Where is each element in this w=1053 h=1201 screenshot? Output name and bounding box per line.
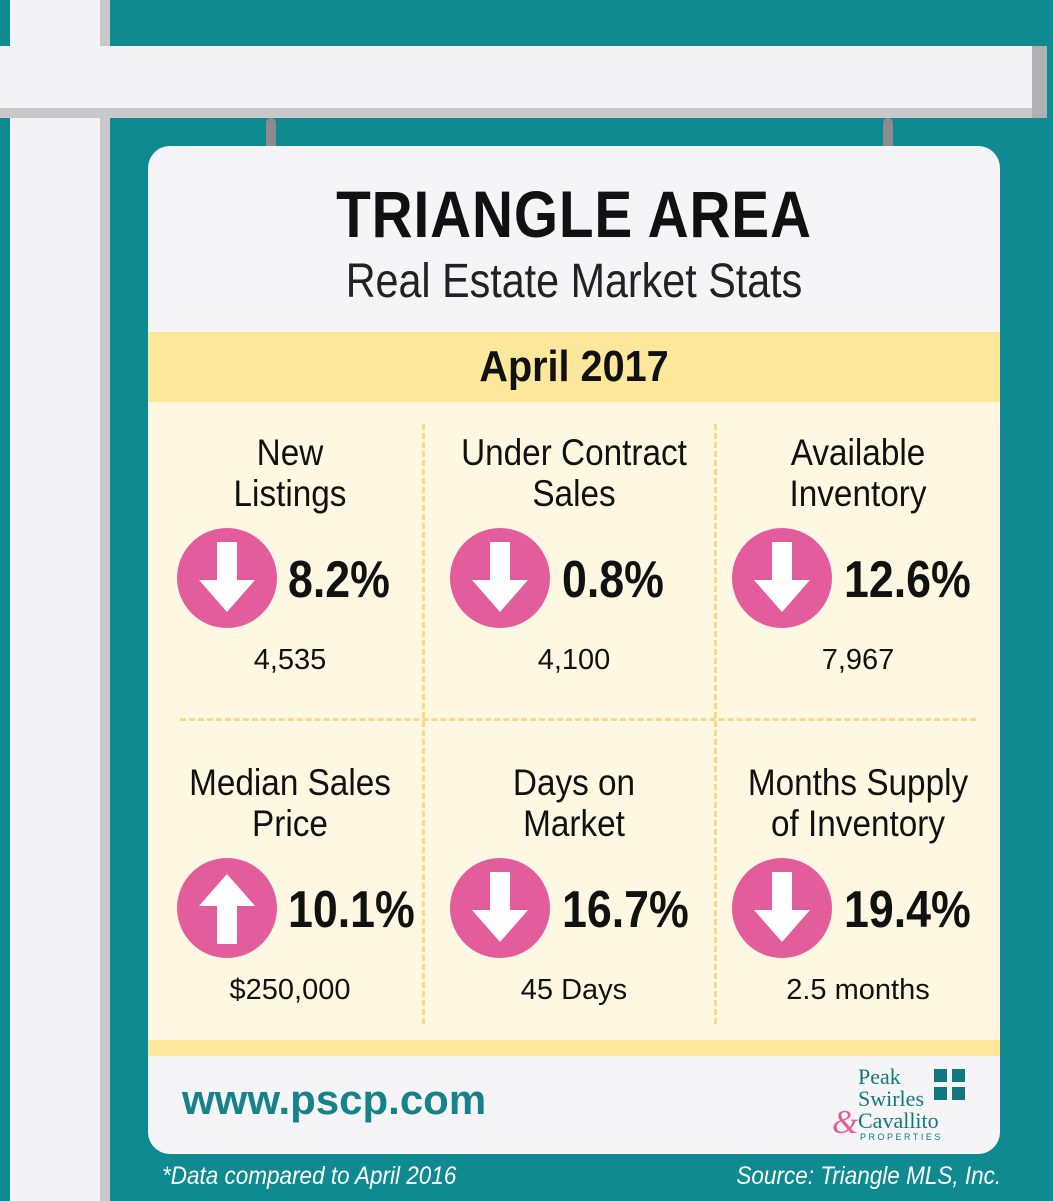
stat-label: Available Inventory — [789, 432, 927, 514]
stat-value: 45 Days — [520, 974, 628, 1006]
stat-label: Days on Market — [512, 762, 636, 844]
stat-value: 4,100 — [537, 644, 611, 676]
stat-label: New Listings — [233, 432, 347, 514]
column-divider — [422, 424, 425, 1024]
logo-ampersand: & — [832, 1104, 859, 1141]
sign-post-cap — [1032, 46, 1047, 118]
stats-grid: New Listings 8.2% 4,535 Under Contract Sal… — [148, 402, 1000, 1040]
page-subtitle: Real Estate Market Stats — [345, 255, 803, 308]
arrow-down-icon — [450, 858, 550, 958]
company-logo: Peak Swirles Cavallito & PROPERTIES — [832, 1064, 972, 1146]
logo-square-icon — [934, 1087, 947, 1100]
logo-properties: PROPERTIES — [860, 1132, 943, 1142]
stat-change: 19.4% — [844, 881, 971, 939]
page-title: TRIANGLE AREA — [336, 177, 812, 251]
stat-value: 4,535 — [253, 644, 327, 676]
column-divider — [714, 424, 717, 1024]
stat-change: 0.8% — [562, 551, 664, 609]
stat-label: Median Sales Price — [189, 762, 391, 844]
stat-months-supply: Months Supply of Inventory 19.4% 2.5 mont… — [716, 732, 1000, 1032]
arrow-down-icon — [732, 858, 832, 958]
website-link[interactable]: www.pscp.com — [182, 1076, 487, 1123]
sign-hook-left — [266, 118, 276, 164]
stat-value: 7,967 — [821, 644, 895, 676]
stat-days-on-market: Days on Market 16.7% 45 Days — [432, 732, 716, 1032]
stat-change: 8.2% — [288, 551, 390, 609]
stat-change: 10.1% — [288, 881, 415, 939]
arrow-down-icon — [732, 528, 832, 628]
comparison-note: *Data compared to April 2016 — [162, 1162, 457, 1190]
stat-value: 2.5 months — [786, 974, 930, 1006]
sign-post-arm — [0, 46, 1047, 118]
stat-label: Months Supply of Inventory — [747, 762, 969, 844]
source-note: Source: Triangle MLS, Inc. — [736, 1162, 1001, 1190]
logo-square-icon — [952, 1069, 965, 1082]
stat-change: 16.7% — [562, 881, 689, 939]
stat-change: 12.6% — [844, 551, 971, 609]
sign-hook-right — [883, 118, 893, 164]
logo-square-icon — [934, 1069, 947, 1082]
stat-new-listings: New Listings 8.2% 4,535 — [148, 402, 432, 702]
logo-line-cavallito: Cavallito — [858, 1108, 939, 1133]
row-divider — [180, 718, 976, 721]
month-banner: April 2017 — [148, 332, 1000, 402]
logo-line-peak: Peak — [858, 1064, 901, 1089]
stat-under-contract-sales: Under Contract Sales 0.8% 4,100 — [432, 402, 716, 702]
arrow-down-icon — [450, 528, 550, 628]
logo-square-icon — [952, 1087, 965, 1100]
arrow-down-icon — [177, 528, 277, 628]
sign-board: TRIANGLE AREA Real Estate Market Stats A… — [148, 146, 1000, 1154]
footer-banner — [148, 1040, 1000, 1056]
logo-line-swirles: Swirles — [858, 1086, 924, 1111]
arrow-up-icon — [177, 858, 277, 958]
month-label: April 2017 — [479, 342, 669, 391]
stat-label: Under Contract Sales — [461, 432, 687, 514]
stat-available-inventory: Available Inventory 12.6% 7,967 — [716, 402, 1000, 702]
sign-post-vertical — [10, 0, 110, 1201]
stat-median-sales-price: Median Sales Price 10.1% $250,000 — [148, 732, 432, 1032]
stat-value: $250,000 — [229, 974, 351, 1006]
